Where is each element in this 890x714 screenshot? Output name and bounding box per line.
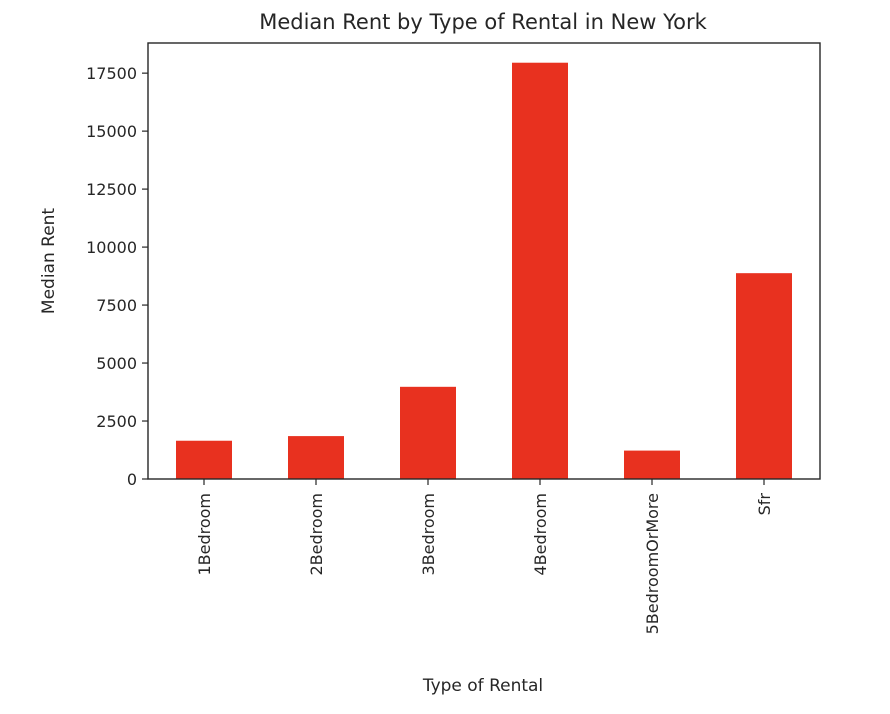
plot-frame xyxy=(147,42,821,480)
y-tick-label: 2500 xyxy=(96,412,137,431)
x-tick-label: 5BedroomOrMore xyxy=(643,493,662,634)
x-tick-label: 1Bedroom xyxy=(195,493,214,576)
x-axis-label: Type of Rental xyxy=(422,676,543,696)
y-tick-label: 10000 xyxy=(86,238,137,257)
x-tick-label: 2Bedroom xyxy=(307,493,326,576)
x-tick-label: Sfr xyxy=(755,493,774,516)
y-axis-label: Median Rent xyxy=(39,208,59,315)
y-tick-label: 5000 xyxy=(96,354,137,373)
bar-Sfr xyxy=(736,273,792,479)
x-tick-label: 3Bedroom xyxy=(419,493,438,576)
y-tick-label: 17500 xyxy=(86,64,137,83)
y-axis: 0 2500 5000 7500 10000 12500 15000 17500 xyxy=(86,64,148,489)
bar-5BedroomOrMore xyxy=(624,450,680,479)
bar-3Bedroom xyxy=(400,386,456,479)
bar-1Bedroom xyxy=(176,440,232,479)
x-tick-label: 4Bedroom xyxy=(531,493,550,576)
bar-4Bedroom xyxy=(512,62,568,479)
y-tick-label: 7500 xyxy=(96,296,137,315)
bars-group xyxy=(176,62,792,479)
y-tick-label: 15000 xyxy=(86,122,137,141)
bar-2Bedroom xyxy=(288,436,344,479)
x-axis: 1Bedroom 2Bedroom 3Bedroom 4Bedroom 5Bedroom… xyxy=(195,479,774,634)
y-tick-label: 12500 xyxy=(86,180,137,199)
chart-title: Median Rent by Type of Rental in New Yor… xyxy=(259,10,707,34)
y-tick-label: 0 xyxy=(127,470,137,489)
